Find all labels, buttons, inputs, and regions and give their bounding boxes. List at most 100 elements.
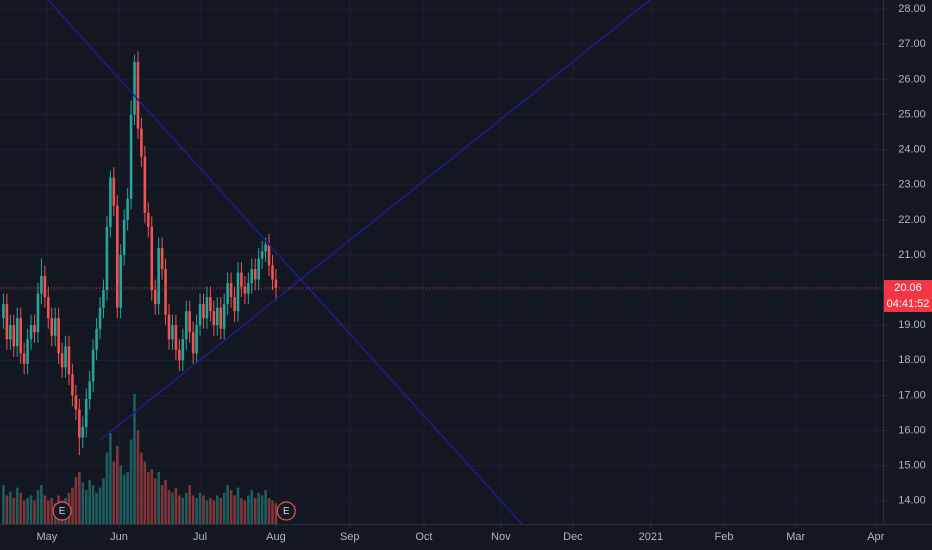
candle-body: [9, 325, 12, 340]
volume-bar: [243, 500, 247, 524]
volume-bar: [253, 498, 257, 524]
x-tick-label: Jul: [193, 531, 207, 543]
volume-bar: [43, 495, 47, 524]
countdown-box: [884, 295, 932, 312]
candle-body: [209, 297, 212, 312]
event-marker: [52, 501, 72, 521]
candle-body: [143, 156, 147, 213]
x-tick-label: Feb: [715, 531, 734, 543]
candle-body: [40, 276, 43, 294]
candle-body: [22, 353, 26, 364]
volume-bar: [153, 478, 157, 524]
volume-bar: [164, 479, 167, 524]
volume-bar: [140, 452, 143, 524]
candle-body: [147, 212, 150, 227]
candle-body: [74, 395, 78, 410]
volume-bar: [171, 492, 174, 524]
volume-bar: [188, 485, 192, 524]
volume-bar: [209, 498, 212, 524]
volume-bar: [109, 433, 112, 524]
candle-body: [229, 283, 233, 298]
y-tick-label: 15.00: [898, 460, 926, 472]
candle-body: [191, 332, 195, 354]
volume-bar: [12, 498, 16, 524]
candle-body: [260, 251, 264, 259]
volume-bar: [91, 485, 95, 524]
x-tick-label: Sep: [340, 531, 360, 543]
candle-body: [33, 325, 36, 333]
volume-bar: [81, 482, 85, 524]
candle-body: [184, 311, 188, 340]
candle-body: [112, 177, 116, 206]
volume-bar: [240, 498, 243, 524]
candle-body: [257, 258, 260, 280]
candle-body: [36, 293, 40, 333]
candle-body: [174, 325, 178, 350]
volume-bar: [195, 498, 198, 524]
x-tick-label: Aug: [266, 531, 286, 543]
volume-bar: [105, 452, 109, 524]
x-tick-label: 2021: [639, 531, 663, 543]
volume-bar: [5, 495, 9, 524]
volume-bar: [160, 485, 164, 524]
volume-bar: [129, 439, 133, 524]
volume-bar: [257, 492, 260, 524]
candle-body: [84, 398, 88, 428]
candle-body: [233, 297, 236, 312]
candle-body: [181, 339, 185, 361]
y-tick-label: 17.00: [898, 389, 926, 401]
candle-body: [271, 265, 274, 280]
candle-body: [12, 325, 16, 347]
volume-bar: [136, 430, 140, 524]
candle-body: [236, 272, 240, 312]
volume-bar: [71, 487, 74, 524]
x-tick-label: Oct: [415, 531, 432, 543]
volume-bar: [191, 495, 195, 524]
candle-body: [98, 307, 102, 329]
volume-bar: [147, 472, 150, 524]
candle-body: [109, 177, 112, 227]
event-label: E: [283, 506, 290, 517]
candle-body: [88, 381, 91, 399]
trend-line: [99, 0, 651, 441]
candle-body: [150, 226, 154, 291]
volume-bar: [46, 500, 50, 524]
volume-bar: [184, 492, 188, 524]
candle-body: [198, 304, 202, 326]
trend-line: [47, 0, 523, 524]
candle-body: [264, 244, 267, 252]
candle-body: [188, 311, 192, 333]
candle-body: [43, 276, 47, 298]
candle-body: [226, 283, 229, 305]
y-tick-label: 24.00: [898, 144, 926, 156]
candle-body: [243, 286, 247, 294]
volume-bar: [250, 490, 254, 524]
candle-body: [29, 325, 33, 340]
candle-body: [50, 318, 54, 336]
volume-bar: [84, 490, 88, 524]
volume-bar: [236, 487, 240, 524]
x-tick-label: Nov: [491, 531, 511, 543]
volume-bar: [122, 474, 126, 524]
volume-bar: [150, 469, 154, 524]
volume-bar: [19, 492, 22, 524]
candle-body: [2, 304, 5, 319]
event-label: E: [59, 506, 66, 517]
candle-body: [26, 339, 29, 364]
candle-body: [160, 247, 164, 270]
candles: [2, 51, 278, 456]
last-price-label: 20.06: [894, 282, 922, 294]
candle-body: [267, 244, 271, 266]
candle-body: [53, 318, 57, 336]
volume-bar: [115, 446, 119, 524]
volume-bar: [2, 485, 5, 524]
candle-body: [122, 219, 126, 255]
volume-bar: [178, 495, 181, 524]
volume-bar: [229, 490, 233, 524]
candle-body: [219, 307, 223, 329]
volume-bar: [260, 495, 264, 524]
volume-bar: [247, 495, 250, 524]
volume-bar: [167, 490, 171, 524]
